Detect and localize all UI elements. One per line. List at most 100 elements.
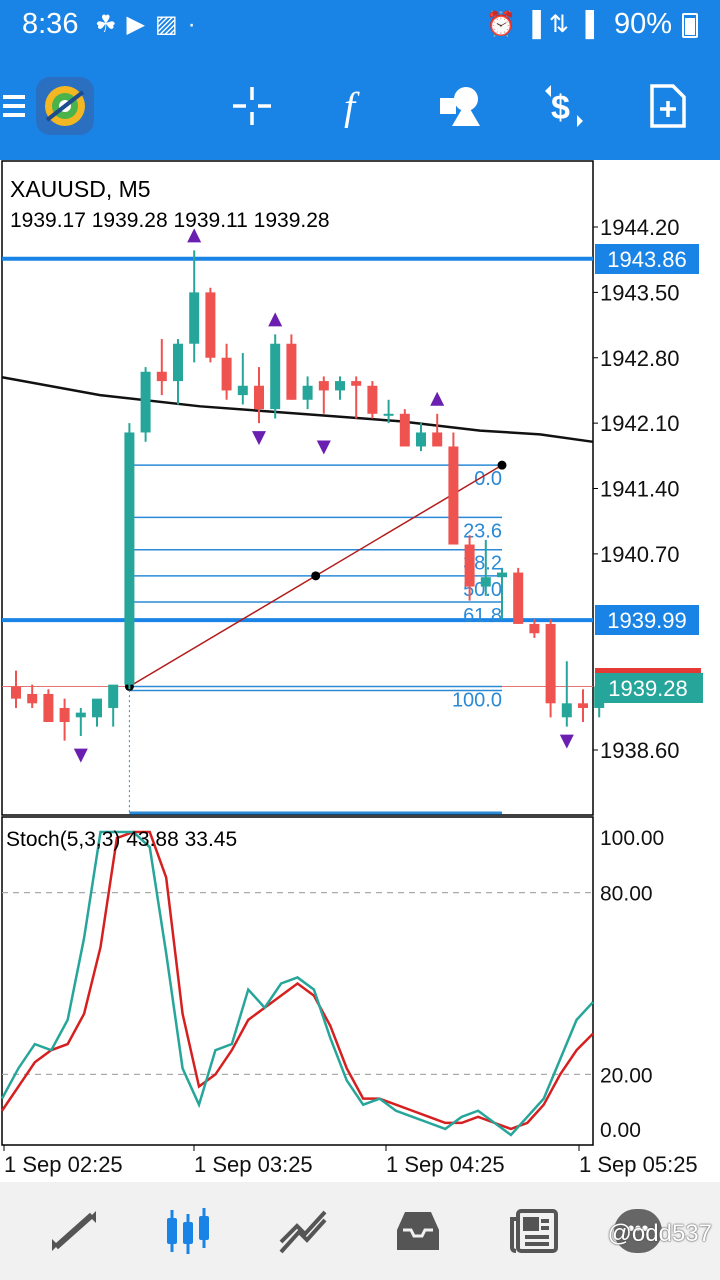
time-axis-label: 1 Sep 02:25	[4, 1152, 123, 1177]
fib-level-label: 61.8	[463, 605, 502, 627]
app-logo-icon[interactable]	[34, 52, 96, 160]
candle-body	[124, 432, 135, 685]
crosshair-icon[interactable]	[222, 52, 282, 160]
fractal-down-arrow	[73, 748, 88, 763]
data-icon: ⇅	[548, 11, 577, 38]
candle-body	[318, 381, 329, 391]
fib-level-label: 0.0	[474, 468, 502, 490]
svg-text:$: $	[551, 89, 570, 127]
price-axis-label: 1943.50	[600, 280, 680, 305]
candle-body	[367, 385, 378, 414]
stoch-main-line	[0, 830, 594, 1137]
candle-body	[254, 385, 264, 410]
price-marker-top	[595, 244, 699, 274]
candle-body	[416, 432, 426, 447]
candle-body	[302, 385, 313, 400]
stoch-axis-label: 20.00	[600, 1064, 653, 1087]
candle-body	[75, 712, 86, 718]
stoch-label: Stoch(5,3,3) 43.88 33.45	[6, 828, 237, 851]
new-order-icon[interactable]	[638, 52, 698, 160]
candle-body	[140, 371, 151, 433]
candle-body	[27, 693, 38, 704]
candle-body	[92, 698, 102, 718]
moving-average-line	[1, 376, 594, 444]
svg-text:f: f	[344, 84, 360, 128]
toolbar: f $	[0, 52, 720, 160]
stoch-axis-label: 80.00	[600, 883, 653, 906]
stoch-signal-line	[0, 830, 594, 1131]
alarm-icon: ⏰	[485, 11, 524, 38]
fib-anchor-point[interactable]	[311, 571, 321, 581]
candle-body	[513, 572, 524, 624]
fractal-down-arrow	[252, 431, 266, 446]
stoch-axis-label: 0.00	[600, 1119, 641, 1142]
history-icon[interactable]	[368, 1182, 468, 1280]
price-marker-mid-label: 1939.99	[607, 608, 687, 633]
fib-anchor-point[interactable]	[497, 460, 507, 470]
youtube-icon: ▶	[126, 11, 155, 38]
dot-icon: ·	[187, 11, 206, 38]
objects-icon[interactable]	[430, 52, 490, 160]
candle-body	[156, 371, 167, 382]
stoch-frame	[1, 816, 594, 1146]
menu-icon[interactable]	[0, 52, 28, 160]
price-axis-label: 1938.60	[600, 738, 680, 763]
chart-area[interactable]: 0.0 23.6 38.2 50.0 61.8 100.0 1944.20 1943.50 1…	[0, 160, 720, 1182]
price-axis-label: 1944.20	[600, 215, 680, 240]
time-axis-label: 1 Sep 03:25	[194, 1152, 313, 1177]
indicators-icon[interactable]: f	[326, 52, 386, 160]
watermark: @odd537	[607, 1220, 712, 1247]
candle-body	[108, 684, 119, 708]
candle-body	[497, 572, 507, 578]
candle-body	[448, 446, 459, 545]
candle-body	[221, 357, 232, 391]
price-marker-mid	[595, 605, 699, 635]
notification-icon: ☘	[95, 11, 127, 38]
ohlc-label: 1939.17 1939.28 1939.11 1939.28	[10, 209, 330, 232]
price-marker-top-label: 1943.86	[607, 247, 687, 272]
fractal-up-arrow	[268, 312, 283, 327]
time-axis-label: 1 Sep 04:25	[386, 1152, 505, 1177]
gallery-icon: ▨	[154, 11, 188, 38]
candle-body	[578, 703, 588, 708]
candle-body	[399, 413, 410, 447]
candle-body	[464, 544, 475, 587]
bottom-nav: ••• @odd537	[0, 1182, 720, 1280]
candle-body	[205, 292, 216, 358]
candle-body	[561, 703, 572, 718]
price-marker-current-label: 1939.28	[608, 676, 688, 701]
price-marker-current	[595, 673, 703, 703]
price-axis-label: 1942.80	[600, 346, 680, 371]
news-icon[interactable]	[484, 1182, 584, 1280]
trade-nav-icon[interactable]	[254, 1182, 354, 1280]
fractal-down-arrow	[316, 440, 331, 455]
trade-icon[interactable]: $	[534, 52, 594, 160]
symbol-label: XAUUSD, M5	[10, 176, 151, 202]
battery-icon	[682, 13, 698, 38]
system-icons: ⏰▐⇅▐	[486, 10, 602, 39]
candle-body	[173, 343, 183, 382]
candle-body	[237, 385, 248, 396]
status-bar: 8:36 ☘▶▨· ⏰▐⇅▐ 90%	[0, 0, 720, 52]
chart-icon[interactable]	[138, 1182, 238, 1280]
ask-marker	[595, 668, 701, 676]
price-axis-label: 1941.40	[600, 477, 680, 502]
messages-icon[interactable]: •••	[614, 1209, 662, 1253]
clock: 8:36	[22, 8, 79, 40]
candle-body	[270, 343, 281, 410]
signal-icon: ▐	[576, 11, 602, 38]
candle-body	[189, 292, 200, 344]
notification-icons: ☘▶▨·	[95, 10, 206, 39]
price-axis-label: 1940.70	[600, 542, 680, 567]
candle-body	[335, 381, 345, 391]
candle-body	[351, 381, 362, 386]
signal-icon: ▐	[523, 11, 549, 38]
fib-level-label: 23.6	[463, 520, 502, 542]
candle-body	[286, 343, 297, 400]
candle-body	[432, 432, 443, 447]
battery-level: 90%	[613, 8, 672, 40]
quotes-icon[interactable]	[24, 1182, 124, 1280]
price-axis-label: 1942.10	[600, 411, 680, 436]
candle-body	[59, 707, 70, 722]
